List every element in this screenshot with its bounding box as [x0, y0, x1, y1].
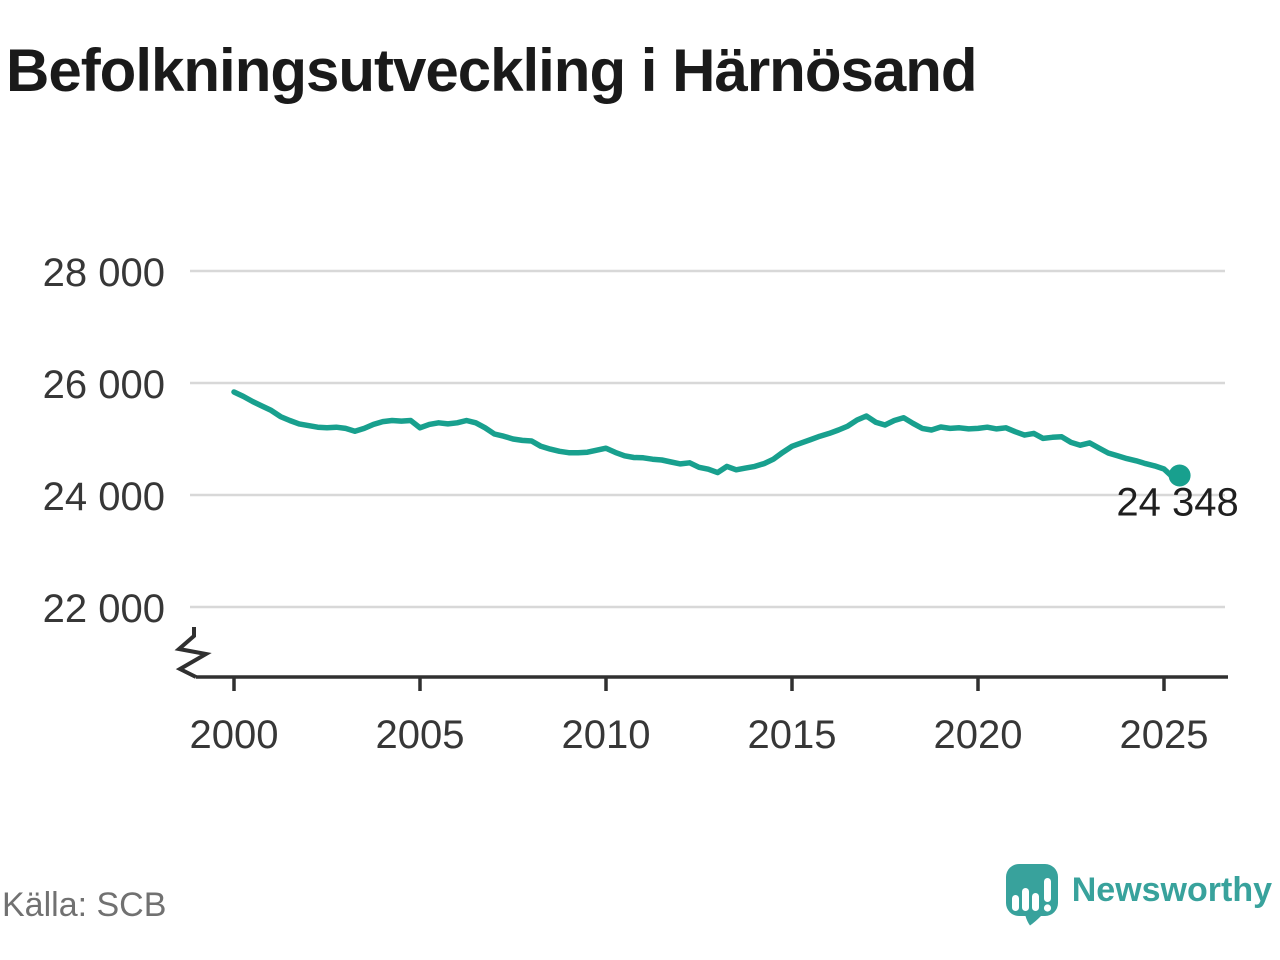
brand-name: Newsworthy — [1071, 871, 1272, 909]
x-tick-label: 2010 — [562, 713, 651, 757]
gridlines — [190, 269, 1225, 609]
x-tick-label: 2000 — [190, 713, 279, 757]
population-line — [231, 389, 1183, 480]
brand-logo: Newsworthy — [1005, 864, 1272, 926]
x-tick-label: 2005 — [376, 713, 465, 757]
last-value-label: 24 348 — [1116, 481, 1238, 525]
x-axis-ticks — [232, 677, 1166, 691]
y-tick-label: 28 000 — [43, 251, 165, 295]
x-tick-label: 2015 — [748, 713, 837, 757]
axis-break-zigzag — [174, 627, 212, 679]
y-tick-label: 26 000 — [43, 363, 165, 407]
source-note: Källa: SCB — [2, 886, 167, 924]
chart-title: Befolkningsutveckling i Härnösand — [6, 37, 978, 104]
y-tick-label: 24 000 — [43, 475, 165, 519]
last-point-marker — [1168, 464, 1191, 487]
y-tick-label: 22 000 — [43, 587, 165, 631]
x-tick-label: 2025 — [1120, 713, 1209, 757]
x-axis-labels: 2000 2005 2010 2015 2020 2025 — [190, 713, 1209, 757]
x-tick-label: 2020 — [934, 713, 1023, 757]
newsworthy-icon — [1005, 864, 1058, 926]
y-axis-labels: 28 000 26 000 24 000 22 000 — [43, 251, 165, 631]
